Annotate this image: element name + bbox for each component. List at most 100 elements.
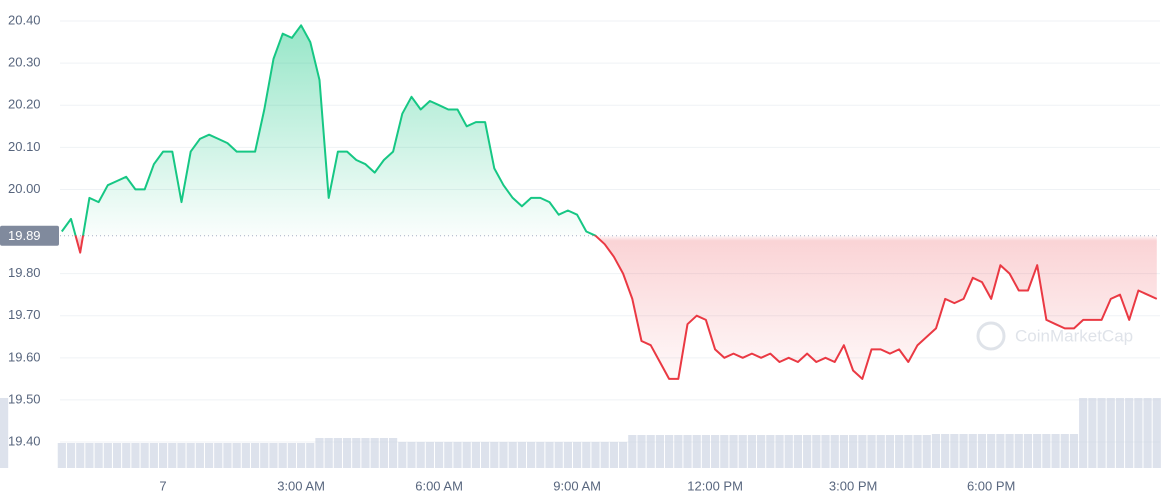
volume-bar [858, 435, 867, 468]
y-tick-label: 20.10 [8, 139, 41, 154]
volume-bar [1152, 398, 1161, 468]
volume-bar [646, 435, 655, 468]
volume-bar [1125, 398, 1134, 468]
x-tick-label: 3:00 PM [829, 478, 877, 493]
volume-bar [131, 443, 140, 468]
watermark-text: CoinMarketCap [1015, 326, 1133, 345]
volume-bar [94, 443, 103, 468]
volume-bar [471, 442, 480, 468]
volume-bar [287, 443, 296, 468]
volume-bar [692, 435, 701, 468]
volume-bar [665, 435, 674, 468]
volume-bar [324, 438, 333, 468]
volume-bar [434, 442, 444, 468]
volume-bar [85, 443, 94, 468]
volume-bar [968, 434, 977, 468]
volume-bar [711, 435, 720, 468]
volume-bar [591, 442, 600, 468]
volume-bar [738, 435, 747, 468]
volume-bar [830, 435, 839, 468]
volume-bar [214, 443, 223, 468]
volume-bar [950, 434, 959, 468]
x-tick-label: 6:00 PM [967, 478, 1015, 493]
volume-bar [885, 435, 895, 468]
volume-bar [674, 435, 683, 468]
y-tick-label: 20.40 [8, 12, 41, 27]
volume-bar [1005, 434, 1014, 468]
volume-bar [232, 443, 241, 468]
volume-bar [296, 443, 306, 468]
volume-bar [941, 434, 950, 468]
volume-bar [103, 443, 112, 468]
volume-bar [609, 442, 619, 468]
volume-bar [425, 442, 434, 468]
volume-bar [177, 443, 186, 468]
y-tick-label: 19.70 [8, 307, 41, 322]
volume-bar [158, 443, 168, 468]
volume-bar [895, 435, 904, 468]
baseline-label-box [0, 225, 59, 246]
volume-bar [1060, 434, 1069, 468]
volume-bar [1014, 434, 1023, 468]
volume-bar [352, 438, 361, 468]
volume-bar [563, 442, 573, 468]
volume-bar [379, 438, 388, 468]
price-line [60, 24, 1158, 380]
volume-bar [195, 443, 204, 468]
volume-bar [784, 435, 793, 468]
volume-bar [821, 435, 830, 468]
volume-bar [204, 443, 214, 468]
volume-bar [600, 442, 609, 468]
volume-bar [959, 434, 968, 468]
x-tick-label: 3:00 AM [277, 478, 325, 493]
y-tick-label: 20.30 [8, 55, 41, 70]
volume-bar [876, 435, 885, 468]
volume-bar [517, 442, 526, 468]
volume-bar [122, 443, 131, 468]
watermark-icon [976, 321, 1006, 351]
volume-bar [57, 443, 66, 468]
volume-bar [996, 434, 1005, 468]
volume-bar [388, 438, 398, 468]
volume-bar [582, 442, 591, 468]
y-tick-label: 19.80 [8, 265, 41, 280]
volume-bar [1042, 434, 1051, 468]
volume-bar [803, 435, 812, 468]
volume-bar [683, 435, 692, 468]
volume-bar [306, 443, 315, 468]
x-tick-label: 12:00 PM [687, 478, 743, 493]
volume-bar [453, 442, 462, 468]
volume-bar [416, 442, 425, 468]
volume-bar [490, 442, 499, 468]
volume-bar [729, 435, 738, 468]
volume-bar [1088, 398, 1097, 468]
volume-bar [260, 443, 269, 468]
volume-bar [766, 435, 775, 468]
volume-bar [333, 438, 342, 468]
volume-bar [1134, 398, 1143, 468]
volume-bar [76, 443, 85, 468]
volume-bar [499, 442, 508, 468]
y-tick-label: 20.00 [8, 181, 41, 196]
volume-bar [775, 435, 784, 468]
y-tick-label: 19.50 [8, 391, 41, 406]
volume-bar [573, 442, 582, 468]
volume-bar [0, 398, 9, 468]
volume-bar [637, 435, 646, 468]
volume-bar [342, 438, 352, 468]
volume-bar [370, 438, 379, 468]
volume-bar [1143, 398, 1152, 468]
x-tick-label: 7 [159, 478, 166, 493]
volume-bar [186, 443, 195, 468]
volume-bar [536, 442, 545, 468]
volume-bar [867, 435, 876, 468]
volume-bar [361, 438, 370, 468]
volume-bar [812, 435, 821, 468]
volume-bar [757, 435, 766, 468]
volume-bar [66, 443, 76, 468]
volume-bar [315, 438, 324, 468]
volume-bar [931, 434, 941, 468]
volume-bar [977, 434, 987, 468]
volume-bar [140, 443, 149, 468]
volume-bar [462, 442, 471, 468]
